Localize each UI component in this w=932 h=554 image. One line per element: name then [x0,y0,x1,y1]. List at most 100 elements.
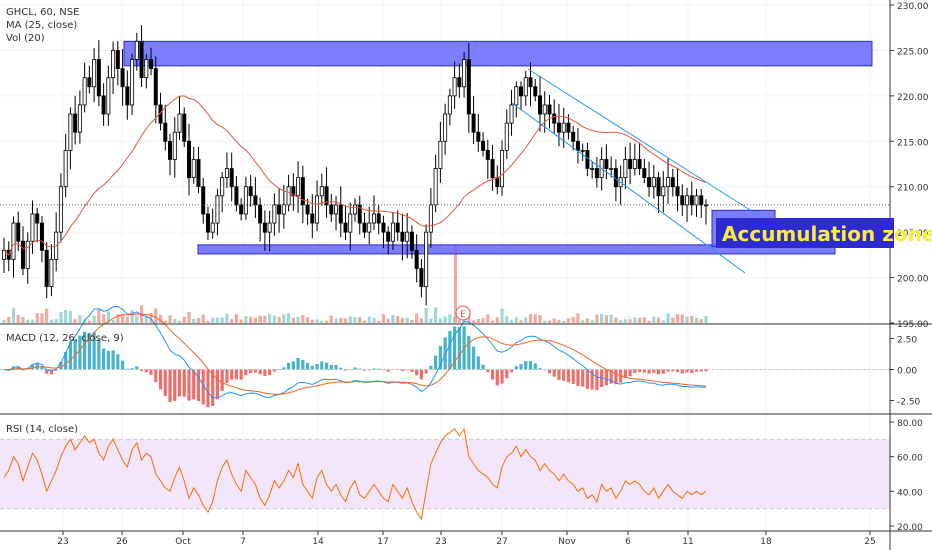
volume-bar [495,317,499,323]
signal-line [3,313,707,395]
event-marker[interactable]: E [455,305,471,321]
volume-bar [182,316,186,323]
volume-bar [120,314,125,323]
macd-hist-bar [453,326,457,370]
candle-body [647,177,652,188]
macd-hist-bar [334,365,338,370]
volume-bar [576,313,580,323]
volume-bar [291,317,295,323]
volume-bar [524,317,528,323]
candle-body [357,204,362,224]
volume-bar [600,313,604,323]
volume-bar [585,318,590,323]
volume-bar [329,315,333,323]
macd-hist-bar [59,362,63,370]
candle-body [125,86,130,106]
volume-bar [196,318,201,323]
volume-bar [73,319,77,323]
macd-hist-bar [35,363,39,370]
volume-bar [595,314,599,323]
candle-body [120,68,125,88]
macd-hist-bar [647,369,651,374]
rsi-tick-label: 60.00 [897,454,923,464]
macd-hist-bar [694,369,699,372]
candle-body [481,140,486,151]
volume-bar [187,311,191,323]
macd-hist-bar [310,365,314,370]
volume-bar [258,315,262,323]
candle-body [234,186,239,206]
macd-hist-bar [187,369,191,401]
macd-hist-bar [377,368,381,370]
candle-body [580,149,585,152]
volume-bar [168,315,172,323]
volume-bar [642,317,646,323]
candle-body [319,186,324,197]
macd-line [3,306,706,399]
candle-body [495,177,500,188]
macd-hist-bar [571,369,575,385]
macd-hist-bar [495,369,499,386]
macd-hist-bar [486,369,490,373]
price-tick-label: 200.00 [897,275,929,285]
volume-bar [211,317,215,323]
price-tick-label: 215.00 [897,138,929,148]
volume-bar [405,317,409,323]
volume-bar [144,316,148,323]
candle-body [300,177,305,206]
candle-body [419,268,424,288]
volume-bar [652,316,656,323]
time-tick-label: 14 [312,537,324,547]
candle-body [424,231,429,288]
volume-bar [353,317,357,323]
volume-bar [49,319,54,323]
volume-bar [268,313,272,323]
macd-hist-bar [220,369,224,391]
time-tick-label: 18 [760,537,772,547]
volume-bar [647,320,651,323]
candle-body [196,159,201,188]
volume-bar [500,308,504,323]
macd-hist-bar [400,369,405,371]
annotation[interactable]: Accumulation zone [716,218,932,248]
candle-body [58,186,63,233]
macd-hist-bar [358,368,362,370]
volume-bar [68,311,73,323]
macd-hist-bar [481,364,485,370]
volume-bar [215,317,220,323]
volume-bar [666,313,670,323]
time-tick-label: 27 [496,537,507,547]
macd-hist-bar [633,369,637,374]
macd-hist-bar [609,369,613,384]
volume-bar [562,320,566,323]
candles[interactable] [2,25,709,306]
candle-body [186,140,191,179]
volume-bar [45,308,49,323]
macd-hist-bar [97,339,101,370]
candle-body [296,177,301,197]
candle-body [201,186,206,215]
candle-body [628,159,633,169]
candle-body [258,204,263,224]
macd-hist-bar [675,369,680,373]
volume-bar [704,316,708,323]
candle-body [82,77,87,106]
volume-bar [609,314,613,323]
macd-hist-bar [562,369,566,381]
macd-hist-bar [628,369,632,377]
macd-hist-bar [614,369,618,385]
candle-body [500,149,505,188]
trend-channel[interactable] [511,68,759,274]
time-tick-label: 11 [682,537,693,547]
macd-hist-bar [362,369,367,371]
candle-body [220,177,225,197]
candle-body [490,159,495,179]
macd-tick-label: -2.50 [897,398,921,408]
candle-body [590,168,595,170]
macd-hist-bar [519,364,523,370]
volume-bar [471,320,476,323]
candle-body [462,59,467,88]
volume-bar [253,317,257,323]
